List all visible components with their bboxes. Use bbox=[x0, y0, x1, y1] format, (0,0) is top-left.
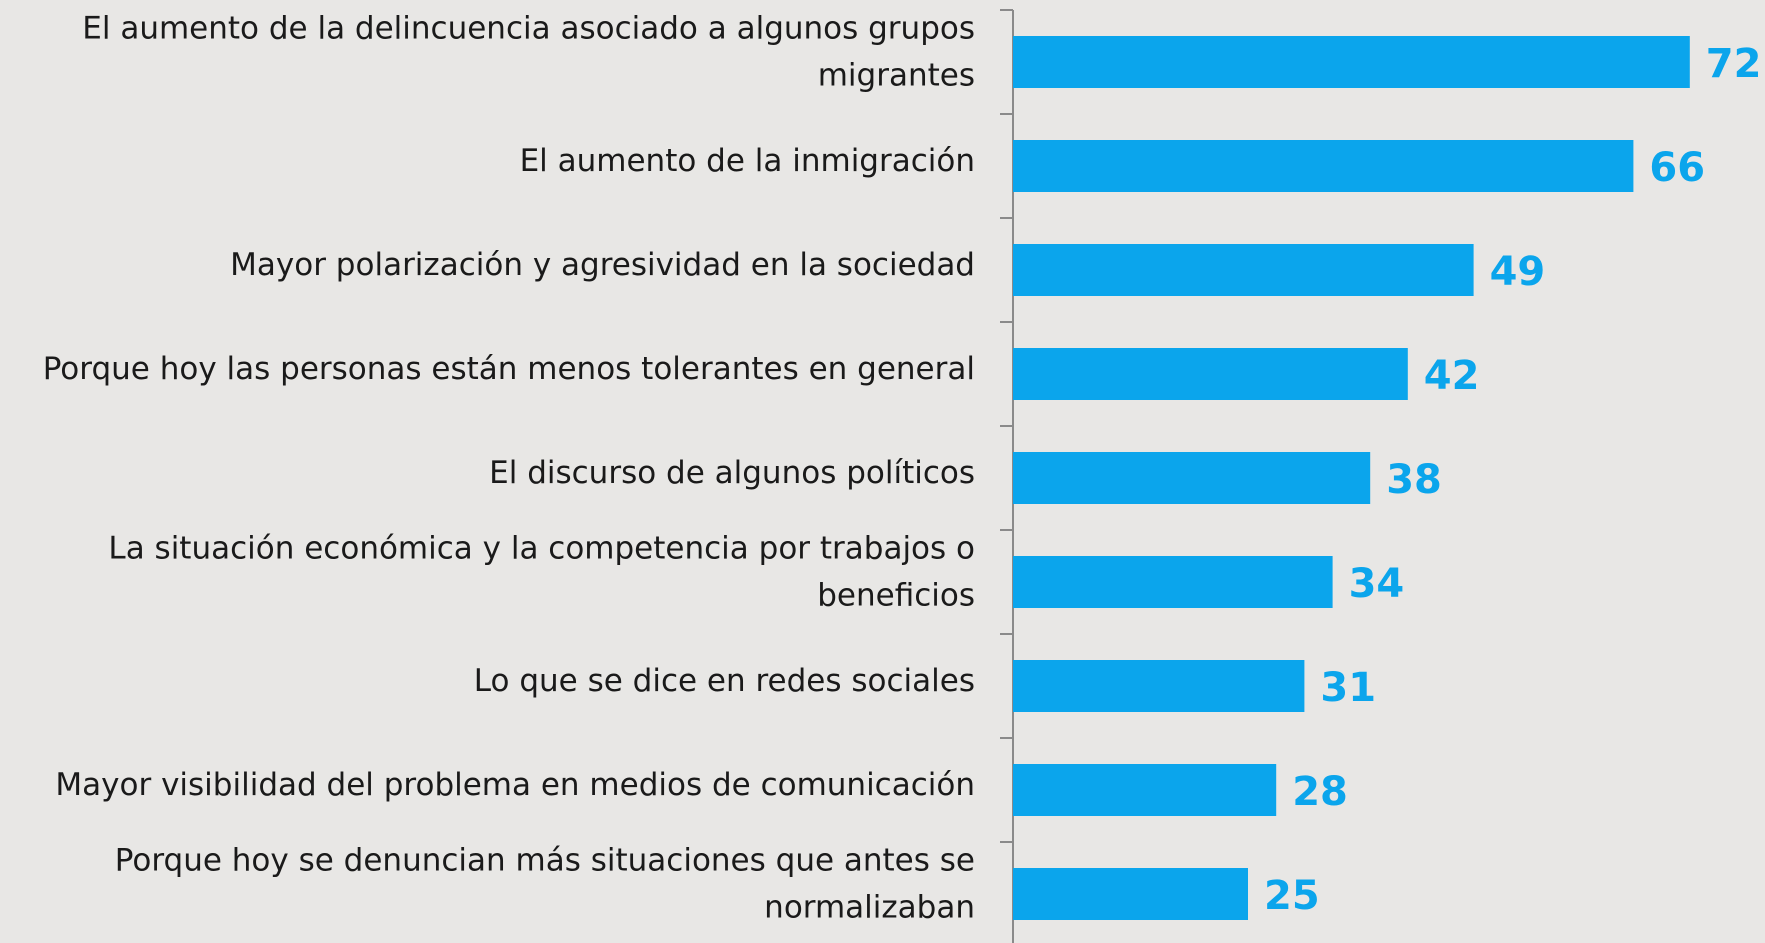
category-label-line: beneficios bbox=[817, 577, 975, 613]
category-label: Mayor polarización y agresividad en la s… bbox=[230, 247, 975, 283]
value-label: 72 bbox=[1706, 41, 1762, 87]
category-label-line: normalizaban bbox=[764, 889, 975, 925]
category-label: Porque hoy se denuncian más situaciones … bbox=[115, 842, 975, 925]
bar bbox=[1013, 36, 1690, 88]
category-label: La situación económica y la competencia … bbox=[108, 530, 975, 613]
bar bbox=[1013, 140, 1634, 192]
value-label: 42 bbox=[1424, 353, 1480, 399]
bar bbox=[1013, 348, 1408, 400]
value-label: 49 bbox=[1490, 249, 1546, 295]
bar bbox=[1013, 244, 1474, 296]
category-label-line: Porque hoy las personas están menos tole… bbox=[43, 351, 975, 387]
category-label-line: Mayor polarización y agresividad en la s… bbox=[230, 247, 975, 283]
bar bbox=[1013, 452, 1371, 504]
value-label: 25 bbox=[1264, 873, 1320, 919]
bar bbox=[1013, 660, 1305, 712]
value-label: 38 bbox=[1386, 457, 1442, 503]
category-label-line: Lo que se dice en redes sociales bbox=[474, 663, 975, 699]
category-label: Lo que se dice en redes sociales bbox=[474, 663, 975, 699]
value-label: 28 bbox=[1292, 769, 1348, 815]
category-label-line: El aumento de la inmigración bbox=[520, 143, 975, 179]
category-label: El aumento de la inmigración bbox=[520, 143, 975, 179]
category-label: El aumento de la delincuencia asociado a… bbox=[82, 10, 975, 93]
bar bbox=[1013, 868, 1248, 920]
category-label: Porque hoy las personas están menos tole… bbox=[43, 351, 975, 387]
value-label: 34 bbox=[1349, 561, 1405, 607]
category-label-line: Porque hoy se denuncian más situaciones … bbox=[115, 842, 975, 878]
bar bbox=[1013, 556, 1333, 608]
category-label-line: El aumento de la delincuencia asociado a… bbox=[82, 10, 975, 46]
category-label-line: La situación económica y la competencia … bbox=[108, 530, 975, 566]
category-label-line: El discurso de algunos políticos bbox=[489, 455, 975, 491]
category-label: El discurso de algunos políticos bbox=[489, 455, 975, 491]
category-label: Mayor visibilidad del problema en medios… bbox=[55, 767, 975, 803]
bar bbox=[1013, 764, 1277, 816]
value-label: 31 bbox=[1320, 665, 1376, 711]
value-label: 66 bbox=[1649, 145, 1705, 191]
category-label-line: Mayor visibilidad del problema en medios… bbox=[55, 767, 975, 803]
category-label-line: migrantes bbox=[818, 57, 975, 93]
